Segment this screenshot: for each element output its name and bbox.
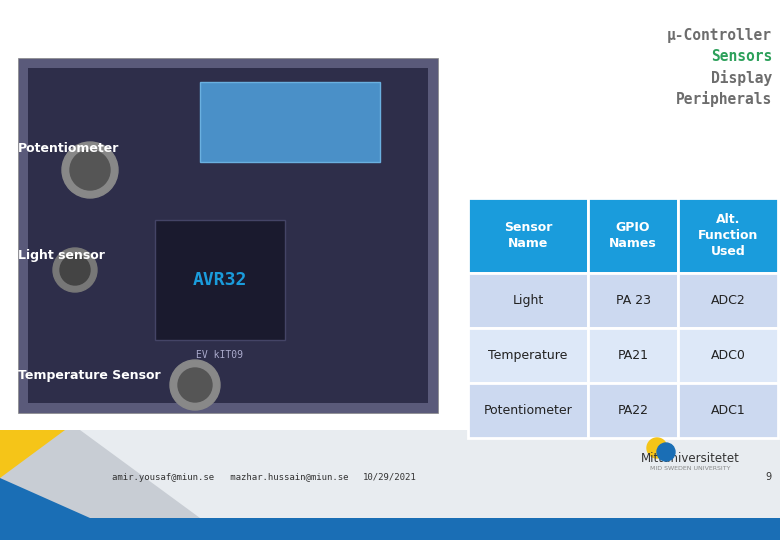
Text: PA 23: PA 23: [615, 294, 651, 307]
FancyBboxPatch shape: [678, 328, 778, 383]
Text: AVR32: AVR32: [193, 271, 247, 289]
Text: Sensors: Sensors: [711, 49, 772, 64]
Circle shape: [62, 142, 118, 198]
Text: Sensor
Name: Sensor Name: [504, 221, 552, 250]
Text: amir.yousaf@miun.se   mazhar.hussain@miun.se: amir.yousaf@miun.se mazhar.hussain@miun.…: [112, 472, 349, 482]
Text: Peripherals: Peripherals: [675, 91, 772, 107]
Polygon shape: [0, 430, 65, 478]
Text: ADC2: ADC2: [711, 294, 746, 307]
Circle shape: [70, 150, 110, 190]
FancyBboxPatch shape: [0, 430, 780, 540]
Polygon shape: [0, 430, 200, 518]
Polygon shape: [0, 478, 90, 518]
Text: ADC0: ADC0: [711, 349, 746, 362]
Text: EV kIT09: EV kIT09: [197, 350, 243, 360]
FancyBboxPatch shape: [28, 68, 428, 403]
Text: MID SWEDEN UNIVERSITY: MID SWEDEN UNIVERSITY: [650, 467, 730, 471]
Text: ADC1: ADC1: [711, 404, 746, 417]
FancyBboxPatch shape: [18, 58, 438, 413]
Text: Potentiometer: Potentiometer: [18, 141, 119, 154]
FancyBboxPatch shape: [588, 383, 678, 438]
FancyBboxPatch shape: [0, 518, 780, 540]
FancyBboxPatch shape: [588, 198, 678, 273]
FancyBboxPatch shape: [468, 198, 588, 273]
FancyBboxPatch shape: [678, 383, 778, 438]
Text: 9: 9: [765, 472, 771, 482]
FancyBboxPatch shape: [155, 220, 285, 340]
Text: μ-Controller: μ-Controller: [667, 28, 772, 43]
Circle shape: [647, 438, 667, 458]
Text: Mittuniversitetet: Mittuniversitetet: [640, 451, 739, 464]
Text: GPIO
Names: GPIO Names: [609, 221, 657, 250]
FancyBboxPatch shape: [468, 383, 588, 438]
Circle shape: [53, 248, 97, 292]
Text: Light sensor: Light sensor: [18, 248, 105, 261]
Text: Potentiometer: Potentiometer: [484, 404, 573, 417]
FancyBboxPatch shape: [588, 328, 678, 383]
Text: Alt.
Function
Used: Alt. Function Used: [698, 213, 758, 258]
Circle shape: [60, 255, 90, 285]
FancyBboxPatch shape: [468, 273, 588, 328]
FancyBboxPatch shape: [678, 273, 778, 328]
Text: 10/29/2021: 10/29/2021: [363, 472, 417, 482]
Text: Temperature Sensor: Temperature Sensor: [18, 368, 161, 381]
Circle shape: [170, 360, 220, 410]
Text: Light: Light: [512, 294, 544, 307]
FancyBboxPatch shape: [200, 82, 380, 162]
Text: Temperature: Temperature: [488, 349, 568, 362]
FancyBboxPatch shape: [588, 273, 678, 328]
Circle shape: [657, 443, 675, 461]
FancyBboxPatch shape: [468, 328, 588, 383]
FancyBboxPatch shape: [678, 198, 778, 273]
Text: Display: Display: [711, 70, 772, 86]
Circle shape: [178, 368, 212, 402]
Text: PA21: PA21: [618, 349, 648, 362]
Text: PA22: PA22: [618, 404, 648, 417]
